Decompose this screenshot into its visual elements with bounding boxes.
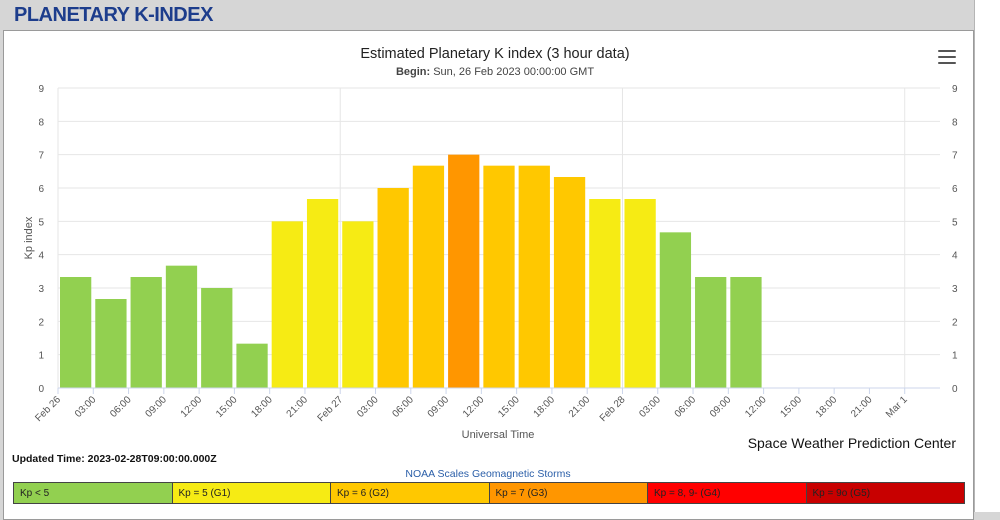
x-tick-label: 15:00	[496, 394, 522, 420]
x-tick-label: 18:00	[249, 394, 275, 420]
chart-subtitle: Begin: Sun, 26 Feb 2023 00:00:00 GMT	[396, 66, 594, 78]
y-tick-label-right: 8	[952, 117, 958, 128]
y-tick-label: 9	[38, 84, 44, 95]
x-tick-label: 03:00	[73, 394, 99, 420]
y-tick-label-right: 6	[952, 184, 958, 195]
page-title: PLANETARY K-INDEX	[14, 4, 213, 26]
kp-bar	[377, 188, 409, 388]
scale-cell-g5: Kp = 9o (G5)	[806, 482, 965, 504]
kp-bar	[624, 199, 656, 388]
y-tick-label-right: 7	[952, 151, 958, 162]
x-tick-label: 06:00	[108, 394, 134, 420]
y-tick-label: 4	[38, 251, 44, 262]
credit-text: Space Weather Prediction Center	[747, 435, 956, 451]
x-tick-label: 21:00	[567, 394, 593, 420]
x-tick-label: Feb 28	[598, 394, 628, 424]
scale-cell-g3: Kp = 7 (G3)	[489, 482, 648, 504]
kp-bar	[483, 165, 515, 388]
page-right-margin	[974, 0, 1000, 512]
y-tick-label: 1	[38, 351, 44, 362]
kp-bar	[695, 277, 727, 388]
y-tick-label-right: 3	[952, 284, 958, 295]
kp-bar	[95, 299, 127, 388]
kp-bar	[165, 265, 198, 388]
y-tick-label-right: 5	[952, 217, 958, 228]
x-tick-label: 06:00	[673, 394, 699, 420]
x-tick-label: 03:00	[355, 394, 381, 420]
kp-bar	[448, 154, 480, 388]
y-tick-label: 2	[38, 317, 44, 328]
y-tick-label-right: 0	[952, 384, 958, 395]
scale-cell-g2: Kp = 6 (G2)	[331, 482, 490, 504]
kp-index-chart: Estimated Planetary K index (3 hour data…	[23, 46, 958, 441]
kp-bar	[60, 277, 92, 388]
x-axis-title: Universal Time	[462, 429, 535, 441]
x-tick-label: 18:00	[814, 394, 840, 420]
y-tick-label-right: 4	[952, 251, 958, 262]
x-tick-label: Mar 1	[884, 394, 910, 420]
x-tick-label: 15:00	[214, 394, 240, 420]
y-axis-title: Kp index	[23, 216, 35, 259]
kp-bar	[730, 277, 762, 388]
y-tick-label-right: 1	[952, 351, 958, 362]
x-tick-label: 09:00	[426, 394, 452, 420]
page-right-border	[974, 0, 975, 512]
updated-time-value: 2023-02-28T09:00:00.000Z	[87, 453, 217, 465]
x-tick-label: 21:00	[849, 394, 875, 420]
kp-bar	[342, 221, 374, 388]
x-tick-label: 12:00	[743, 394, 769, 420]
scale-title[interactable]: NOAA Scales Geomagnetic Storms	[405, 468, 571, 480]
y-tick-label: 8	[38, 117, 44, 128]
x-tick-label: 12:00	[179, 394, 205, 420]
kp-bar	[306, 199, 339, 388]
updated-time-label: Updated Time:	[12, 453, 85, 465]
x-tick-label: 12:00	[461, 394, 487, 420]
x-tick-label: 09:00	[143, 394, 169, 420]
y-tick-label: 6	[38, 184, 44, 195]
kp-bar	[659, 232, 692, 388]
x-tick-label: 03:00	[637, 394, 663, 420]
x-tick-label: 06:00	[390, 394, 416, 420]
x-tick-label: 15:00	[779, 394, 805, 420]
y-tick-label-right: 9	[952, 84, 958, 95]
x-tick-label: Feb 26	[33, 394, 63, 424]
y-tick-label-right: 2	[952, 317, 958, 328]
y-tick-label: 7	[38, 151, 44, 162]
kp-bar	[271, 221, 303, 388]
y-tick-label: 3	[38, 284, 44, 295]
kp-bar	[518, 165, 550, 388]
updated-time: Updated Time: 2023-02-28T09:00:00.000Z	[12, 453, 217, 465]
chart-title: Estimated Planetary K index (3 hour data…	[360, 46, 629, 62]
x-tick-label: 21:00	[285, 394, 311, 420]
scale-cell-g4: Kp = 8, 9- (G4)	[648, 482, 807, 504]
kp-bar	[589, 199, 621, 388]
kp-bar	[553, 177, 586, 388]
scale-cell-kp-below-5: Kp < 5	[13, 482, 173, 504]
x-tick-label: 09:00	[708, 394, 734, 420]
kp-bar	[130, 277, 162, 388]
y-tick-label: 0	[38, 384, 44, 395]
scale-cell-g1: Kp = 5 (G1)	[172, 482, 331, 504]
kp-bar	[201, 288, 233, 388]
chart-menu-icon[interactable]	[938, 50, 956, 66]
kp-bar	[412, 165, 445, 388]
y-tick-label: 5	[38, 217, 44, 228]
x-tick-label: Feb 27	[316, 394, 346, 424]
x-tick-label: 18:00	[532, 394, 558, 420]
kp-bar	[236, 343, 268, 388]
storm-scale-legend: Kp < 5 Kp = 5 (G1) Kp = 6 (G2) Kp = 7 (G…	[13, 482, 965, 504]
